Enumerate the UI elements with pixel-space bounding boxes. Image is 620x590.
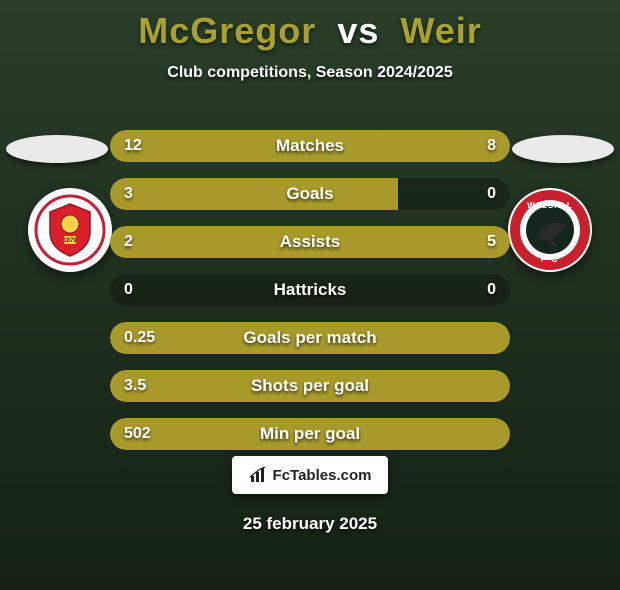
bar-fill-left: [110, 130, 350, 162]
stat-row: 502Min per goal: [110, 418, 510, 450]
stat-row: 3.5Shots per goal: [110, 370, 510, 402]
stat-label: Hattricks: [110, 280, 510, 300]
stat-value-left: 502: [124, 425, 151, 443]
comparison-bars: 128Matches30Goals25Assists00Hattricks0.2…: [110, 130, 510, 450]
club-badge-icon: WALSALL F C: [508, 188, 592, 272]
stat-value-right: 0: [487, 281, 496, 299]
title-player2: Weir: [400, 10, 481, 51]
player-photo-placeholder-right: [512, 135, 614, 163]
stat-row: 0.25Goals per match: [110, 322, 510, 354]
bar-fill-left: [110, 418, 510, 450]
bar-fill-right: [230, 226, 510, 258]
stat-value-left: 3: [124, 185, 133, 203]
club-crest-left: 1879: [28, 188, 112, 272]
chart-icon: [249, 466, 267, 484]
fctables-logo[interactable]: FcTables.com: [232, 456, 388, 494]
bar-fill-left: [110, 322, 510, 354]
logo-text: FcTables.com: [273, 467, 372, 484]
player-photo-placeholder-left: [6, 135, 108, 163]
shield-icon: 1879: [34, 194, 106, 266]
club-crest-right: WALSALL F C: [508, 188, 592, 272]
date-text: 25 february 2025: [0, 514, 620, 534]
bar-fill-left: [110, 370, 510, 402]
stat-value-left: 0.25: [124, 329, 155, 347]
stat-row: 30Goals: [110, 178, 510, 210]
title-vs: vs: [337, 10, 379, 51]
svg-text:1879: 1879: [63, 238, 77, 244]
subtitle: Club competitions, Season 2024/2025: [0, 64, 620, 82]
stat-value-right: 5: [487, 233, 496, 251]
title-player1: McGregor: [138, 10, 316, 51]
stat-value-right: 0: [487, 185, 496, 203]
svg-text:WALSALL: WALSALL: [527, 201, 573, 210]
stat-row: 0 0Hattricks: [110, 274, 510, 306]
stat-value-left: 2: [124, 233, 133, 251]
stat-row: 128Matches: [110, 130, 510, 162]
stat-row: 25Assists: [110, 226, 510, 258]
svg-text:F C: F C: [541, 255, 560, 264]
stat-value-left: 3.5: [124, 377, 146, 395]
page-title: McGregor vs Weir: [0, 10, 620, 52]
bar-fill-right: [350, 130, 510, 162]
stat-value-right: 8: [487, 137, 496, 155]
stat-value-left: 12: [124, 137, 142, 155]
bar-fill-left: [110, 178, 398, 210]
stat-value-left: 0: [124, 281, 133, 299]
